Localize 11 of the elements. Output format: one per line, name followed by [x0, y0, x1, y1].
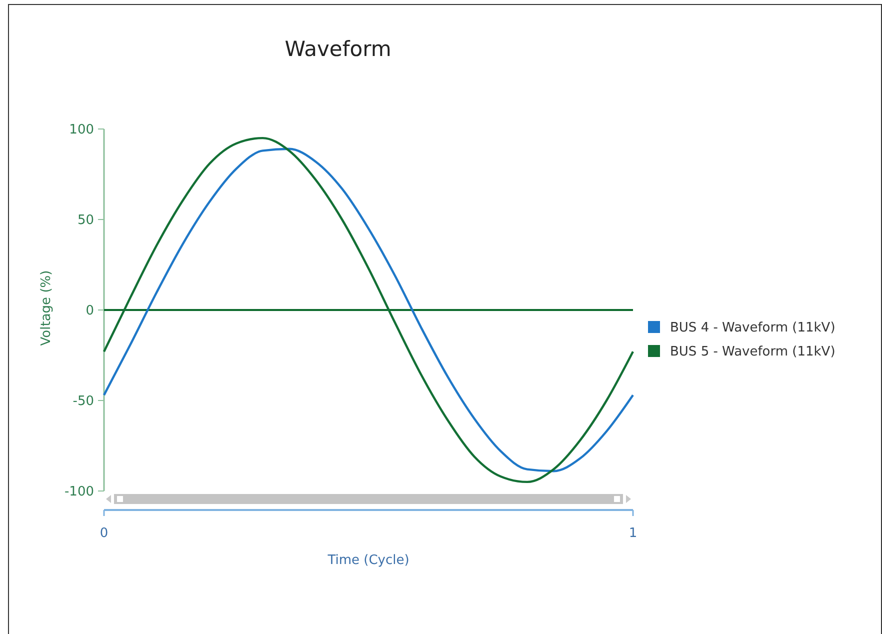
- y-tick-label: 50: [77, 213, 94, 228]
- y-tick-label: 0: [86, 304, 94, 319]
- y-tick-label: 100: [69, 122, 94, 138]
- y-tick-label: -50: [72, 394, 94, 410]
- y-tick-label: -100: [64, 484, 94, 500]
- chart-title: Waveform: [284, 37, 392, 61]
- legend-label: BUS 5 - Waveform (11kV): [670, 344, 836, 360]
- x-tick-label: 1: [628, 526, 638, 541]
- legend-label: BUS 4 - Waveform (11kV): [670, 320, 836, 336]
- y-axis-title: Voltage (%): [39, 270, 54, 346]
- x-axis-title: Time (Cycle): [326, 553, 410, 568]
